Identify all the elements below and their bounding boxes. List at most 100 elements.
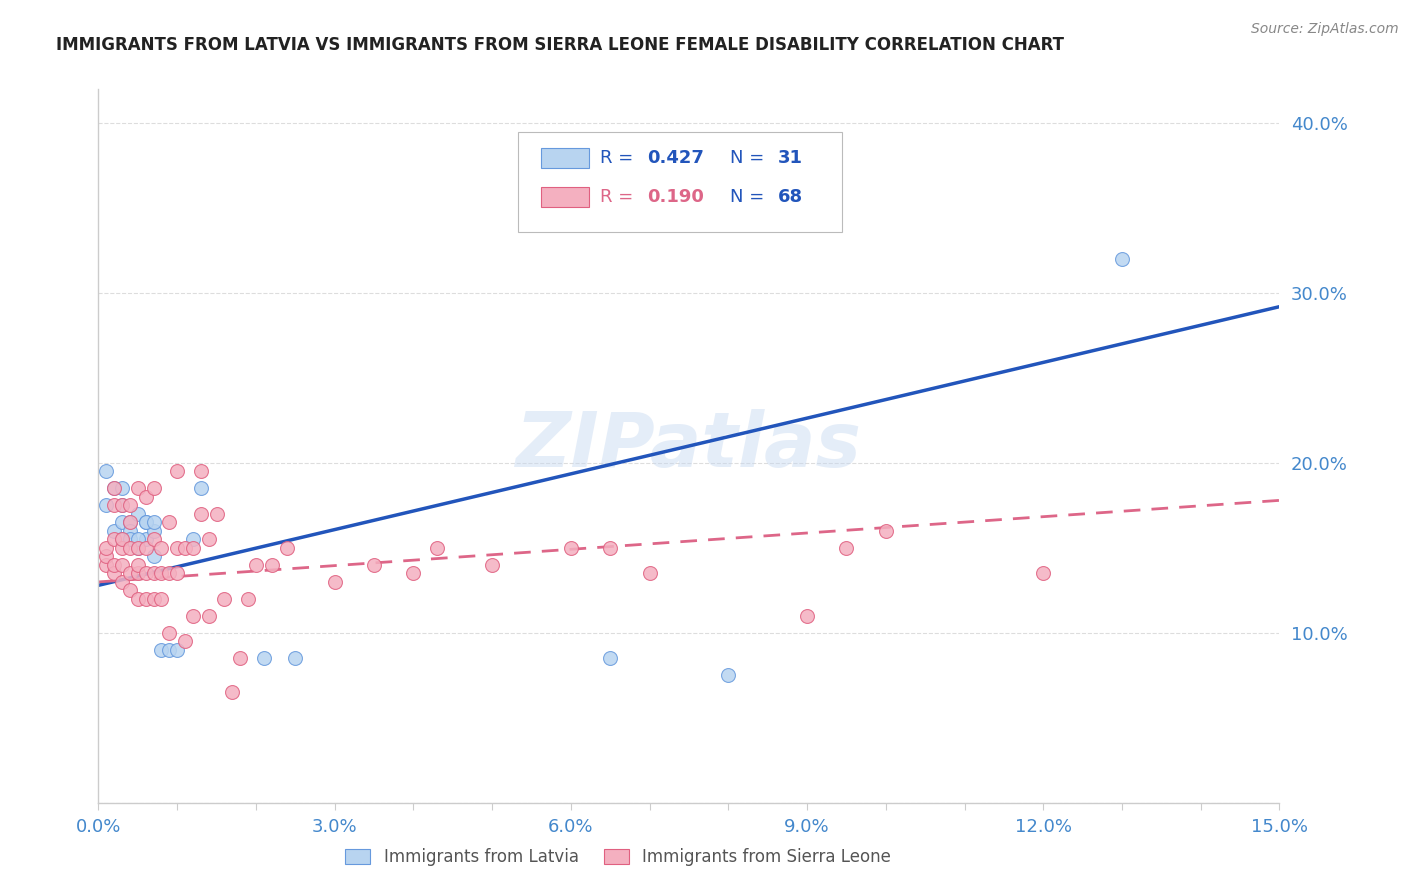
Point (135, 490, 157, 504)
Point (181, 541, 204, 555)
Point (796, 608, 818, 623)
Point (111, 533, 134, 547)
Point (599, 651, 621, 665)
Point (599, 541, 621, 555)
Point (142, 482, 165, 496)
Point (253, 651, 276, 665)
FancyBboxPatch shape (541, 187, 589, 207)
Point (118, 541, 141, 555)
Point (103, 482, 125, 496)
Point (323, 574, 346, 589)
Text: N =: N = (730, 188, 770, 206)
Point (142, 524, 165, 538)
Point (96, 499, 118, 513)
Text: R =: R = (600, 188, 640, 206)
Point (157, 516, 180, 530)
Point (157, 643, 180, 657)
Text: R =: R = (600, 149, 640, 167)
Point (402, 566, 425, 581)
Point (127, 566, 149, 581)
Point (135, 541, 157, 555)
Point (150, 566, 173, 581)
FancyBboxPatch shape (517, 132, 842, 232)
Point (111, 558, 134, 572)
Point (96, 549, 118, 564)
Point (181, 608, 204, 623)
Point (260, 558, 283, 572)
Point (111, 516, 134, 530)
Point (284, 651, 307, 665)
Point (127, 533, 149, 547)
Point (135, 566, 157, 581)
Point (111, 499, 134, 513)
Point (127, 558, 149, 572)
Point (214, 591, 236, 606)
Point (127, 482, 149, 496)
Point (142, 591, 165, 606)
Point (150, 643, 173, 657)
Point (135, 516, 157, 530)
Point (96, 465, 118, 479)
Text: N =: N = (730, 149, 770, 167)
Point (835, 541, 858, 555)
Point (96, 541, 118, 555)
Point (197, 533, 219, 547)
Point (157, 566, 180, 581)
Point (236, 591, 259, 606)
Point (111, 499, 134, 513)
Point (103, 482, 125, 496)
Text: 68: 68 (778, 188, 803, 206)
Point (142, 549, 165, 564)
Point (111, 482, 134, 496)
Point (118, 583, 141, 598)
Point (229, 651, 252, 665)
Point (166, 643, 188, 657)
Point (135, 516, 157, 530)
Point (118, 566, 141, 581)
Text: Source: ZipAtlas.com: Source: ZipAtlas.com (1251, 22, 1399, 37)
Point (103, 533, 125, 547)
Text: 0.427: 0.427 (648, 149, 704, 167)
Point (118, 516, 141, 530)
Point (875, 524, 897, 538)
Point (245, 558, 267, 572)
Point (426, 541, 449, 555)
Text: IMMIGRANTS FROM LATVIA VS IMMIGRANTS FROM SIERRA LEONE FEMALE DISABILITY CORRELA: IMMIGRANTS FROM LATVIA VS IMMIGRANTS FRO… (56, 36, 1064, 54)
Point (142, 516, 165, 530)
Point (166, 465, 188, 479)
Point (276, 541, 298, 555)
Point (150, 591, 173, 606)
Point (174, 541, 197, 555)
Text: ZIPatlas: ZIPatlas (516, 409, 862, 483)
Point (717, 668, 740, 682)
Point (111, 574, 134, 589)
Point (127, 507, 149, 521)
FancyBboxPatch shape (541, 148, 589, 168)
Point (103, 524, 125, 538)
Point (103, 499, 125, 513)
Text: 31: 31 (778, 149, 803, 167)
Point (127, 541, 149, 555)
Point (181, 533, 204, 547)
Point (135, 591, 157, 606)
Point (103, 566, 125, 581)
Point (560, 541, 582, 555)
Point (118, 533, 141, 547)
Point (205, 507, 228, 521)
Point (190, 465, 212, 479)
Point (150, 541, 173, 555)
Point (96, 558, 118, 572)
Point (111, 533, 134, 547)
Point (197, 608, 219, 623)
Legend: Immigrants from Latvia, Immigrants from Sierra Leone: Immigrants from Latvia, Immigrants from … (346, 847, 891, 866)
Point (127, 591, 149, 606)
Point (166, 566, 188, 581)
Point (157, 626, 180, 640)
Text: 0.190: 0.190 (648, 188, 704, 206)
Point (638, 566, 661, 581)
Point (142, 566, 165, 581)
Point (103, 558, 125, 572)
Point (142, 533, 165, 547)
Point (111, 541, 134, 555)
Point (1111, 252, 1133, 266)
